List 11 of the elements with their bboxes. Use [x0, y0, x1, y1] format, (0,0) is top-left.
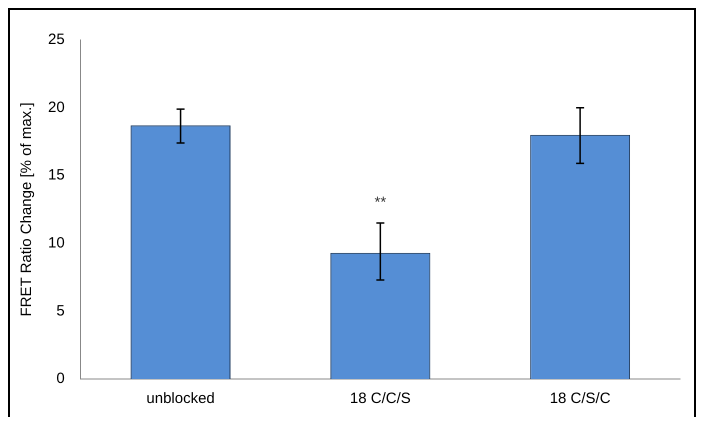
y-tick-label: 0 [56, 370, 65, 388]
y-tick-label: 10 [48, 234, 65, 252]
y-tick-label: 25 [48, 31, 65, 48]
y-tick-label: 15 [48, 166, 65, 184]
annotation: ** [374, 194, 386, 212]
x-tick-label: 18 C/S/C [550, 390, 611, 408]
x-tick-label: unblocked [146, 390, 215, 408]
y-tick-label: 20 [48, 98, 65, 116]
x-tick-label: 18 C/C/S [350, 390, 411, 408]
y-axis-title: FRET Ratio Change [% of max.] [18, 102, 36, 316]
y-tick-label: 5 [56, 302, 65, 320]
